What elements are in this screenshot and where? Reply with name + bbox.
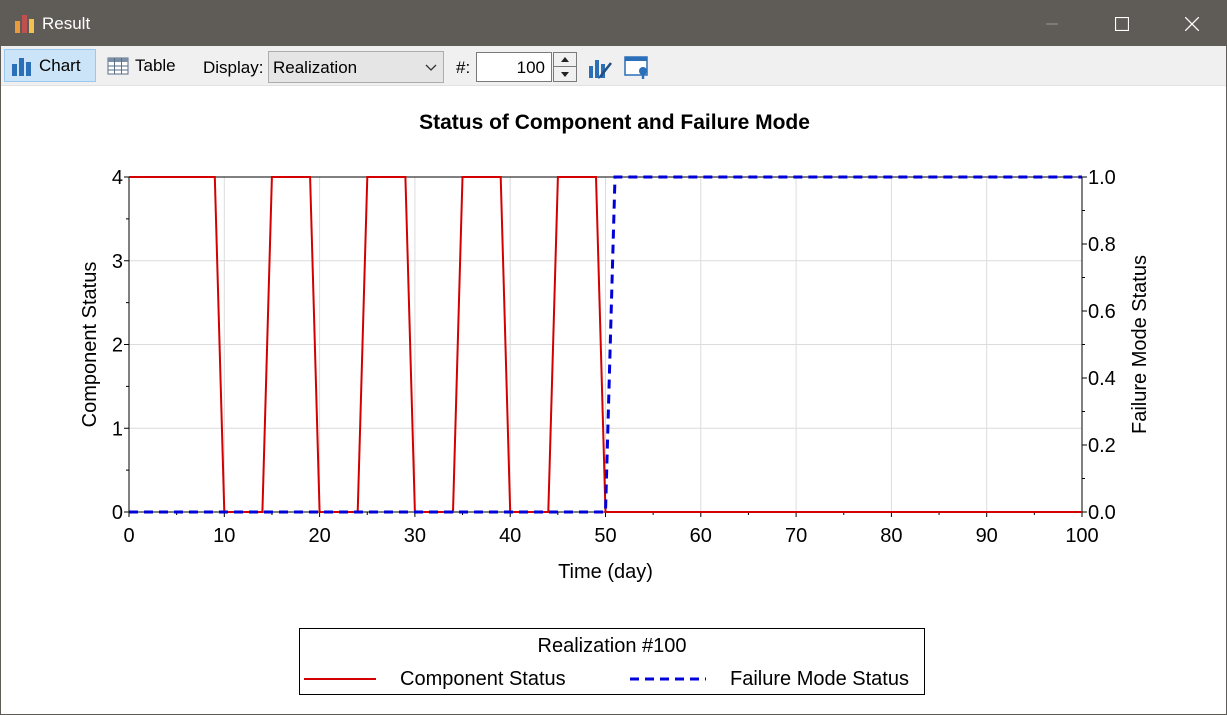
toolbar: Chart Table Display: Realization #: 100 — [1, 46, 1226, 86]
y-axis-title: Component Status — [79, 262, 101, 428]
minimize-button[interactable] — [1017, 1, 1087, 46]
y-tick-label: 2 — [112, 335, 123, 357]
y2-tick-label: 0.8 — [1088, 234, 1116, 256]
y2-axis-title: Failure Mode Status — [1129, 255, 1151, 434]
chart-view-button[interactable]: Chart — [4, 49, 96, 82]
maximize-icon — [1115, 16, 1129, 31]
chart-legend: Realization #100 Component Status Failur… — [299, 628, 925, 695]
legend-label-failure-mode-status: Failure Mode Status — [730, 667, 909, 690]
close-button[interactable] — [1157, 1, 1227, 46]
display-dropdown[interactable]: Realization — [268, 51, 444, 83]
chart-area: Status of Component and Failure Mode 0 10… — [1, 87, 1226, 714]
y-tick-label: 4 — [112, 167, 123, 189]
chevron-down-icon — [425, 64, 437, 71]
y2-tick-label: 0.2 — [1088, 435, 1116, 457]
realization-number-input[interactable]: 100 — [476, 52, 552, 82]
display-label: Display: — [203, 58, 264, 77]
maximize-button[interactable] — [1087, 1, 1157, 46]
window-settings-icon[interactable] — [623, 53, 651, 81]
x-tick-label: 90 — [976, 525, 998, 547]
x-tick-label: 50 — [594, 525, 616, 547]
y2-tick-label: 0.6 — [1088, 301, 1116, 323]
x-axis-title: Time (day) — [558, 561, 653, 583]
realization-number-label: #: — [456, 58, 471, 77]
chart-view-label: Chart — [39, 55, 81, 75]
x-tick-label: 0 — [123, 525, 134, 547]
window-title: Result — [42, 14, 91, 33]
y2-tick-label: 0.0 — [1088, 502, 1116, 524]
title-bar[interactable]: Result — [1, 1, 1226, 46]
table-view-label: Table — [135, 55, 176, 75]
caret-down-icon — [561, 71, 569, 77]
x-tick-label: 100 — [1065, 525, 1098, 547]
x-tick-label: 30 — [404, 525, 426, 547]
legend-item-failure-mode-status: Failure Mode Status — [630, 667, 909, 691]
bar-chart-icon — [12, 57, 31, 76]
x-tick-label: 10 — [213, 525, 235, 547]
legend-swatch-solid — [304, 678, 376, 680]
x-tick-label: 40 — [499, 525, 521, 547]
legend-item-component-status: Component Status — [304, 667, 566, 691]
legend-title: Realization #100 — [537, 635, 687, 657]
chart-plot: 0 10 20 30 40 50 60 70 80 90 100 0 1 2 3 4 0.0 0.2 0.4 0.6 0… — [79, 167, 1151, 583]
table-view-button[interactable]: Table — [101, 49, 185, 82]
close-icon — [1185, 16, 1199, 31]
y-tick-label: 1 — [112, 418, 123, 440]
stepper-down-button[interactable] — [554, 67, 576, 81]
realization-stepper — [553, 52, 577, 82]
y2-tick-label: 1.0 — [1088, 167, 1116, 189]
x-tick-label: 80 — [880, 525, 902, 547]
legend-label-component-status: Component Status — [400, 667, 566, 690]
series-line-component-status — [129, 176, 1082, 513]
y-tick-label: 3 — [112, 251, 123, 273]
result-app-icon — [15, 15, 34, 33]
caret-up-icon — [561, 57, 569, 62]
legend-swatch-dashed — [630, 677, 706, 681]
table-icon — [107, 57, 129, 74]
y2-tick-label: 0.4 — [1088, 368, 1116, 390]
chart-title: Status of Component and Failure Mode — [419, 111, 810, 134]
x-tick-label: 60 — [690, 525, 712, 547]
minimize-icon — [1046, 23, 1058, 24]
stepper-up-button[interactable] — [554, 53, 576, 67]
x-tick-label: 20 — [308, 525, 330, 547]
x-tick-label: 70 — [785, 525, 807, 547]
chart-edit-icon[interactable] — [586, 53, 614, 81]
y-tick-label: 0 — [112, 502, 123, 524]
display-dropdown-value: Realization — [273, 58, 358, 77]
